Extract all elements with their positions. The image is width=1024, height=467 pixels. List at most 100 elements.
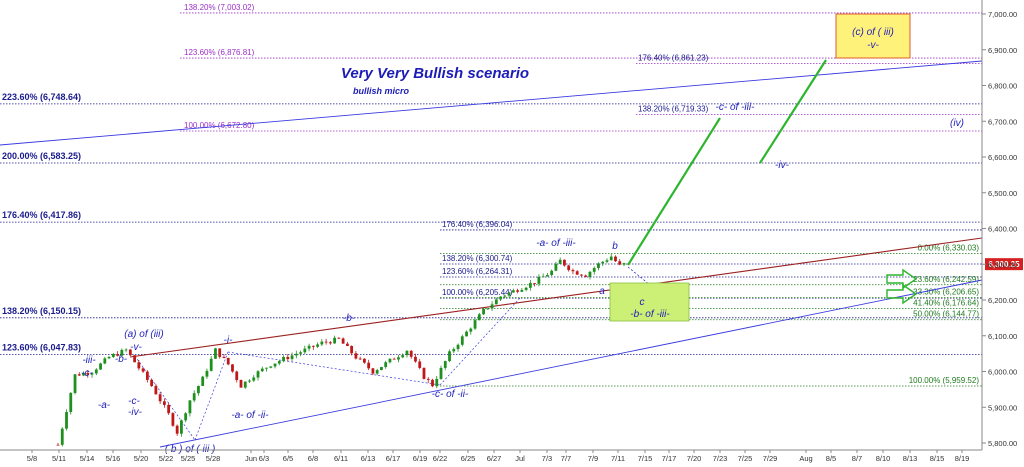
candle-body (499, 296, 502, 300)
candle-body (494, 299, 498, 305)
candle-body (456, 344, 460, 350)
fib-label-top: 138.20% (7,003.02) (184, 3, 255, 12)
candle-body (324, 341, 328, 343)
x-tick-label: 5/28 (206, 454, 221, 463)
candle-body (469, 328, 473, 332)
wave-label: (iv) (950, 118, 964, 129)
x-tick-label: 6/27 (487, 454, 502, 463)
upper-channel-line (0, 60, 983, 146)
x-tick-label: 7/25 (738, 454, 753, 463)
candle-body (558, 259, 562, 264)
chart-subtitle: bullish micro (353, 86, 410, 96)
fib-label-left: 176.40% (6,417.86) (2, 210, 81, 220)
candle-body (154, 386, 158, 395)
last-price-label: 6,300.25 (988, 260, 1020, 269)
fib-label-center: 138.20% (6,300.74) (442, 254, 513, 263)
fib-label-top: 100.00% (6,672.80) (184, 121, 255, 130)
candle-body (397, 357, 400, 360)
candle-body (94, 369, 98, 374)
y-tick-label: 6,800.00 (988, 82, 1017, 91)
x-tick-label: 6/5 (283, 454, 293, 463)
candle-body (82, 372, 85, 376)
candle-body (311, 345, 315, 347)
x-tick-label: 6/3 (259, 454, 269, 463)
x-tick-label: Jul (515, 454, 525, 463)
y-tick-label: 6,000.00 (988, 368, 1017, 377)
box-b-line2: -b- of -iii- (630, 309, 670, 320)
x-tick-label: 6/11 (334, 454, 348, 463)
y-tick-label: 6,900.00 (988, 46, 1017, 55)
fib-label-right: 50.00% (6,144.77) (913, 310, 979, 319)
x-tick-label: 5/11 (52, 454, 66, 463)
candle-body (422, 367, 426, 379)
fib-label-right: 100.00% (5,959.52) (909, 376, 980, 385)
x-tick-label: 6/19 (413, 454, 428, 463)
candle-body (545, 275, 549, 277)
chart-title: Very Very Bullish scenario (341, 65, 529, 82)
candle-body (503, 295, 507, 297)
last-price-bg (985, 258, 1023, 271)
last-price-tag: 6,300.25 (985, 258, 1023, 271)
fib-label-mid: 138.20% (6,719.33) (638, 104, 709, 113)
candle-body (137, 362, 141, 369)
box-c-line2: -v- (867, 40, 879, 51)
candle-body (175, 425, 179, 434)
candle-body (375, 370, 379, 374)
candle-body (56, 444, 60, 446)
candle-body (380, 366, 383, 371)
y-tick-label: 6,300.00 (988, 260, 1017, 269)
candle-body (103, 358, 107, 364)
candle-body (597, 263, 600, 269)
candle-body (618, 261, 622, 265)
box-c-bg (835, 13, 911, 59)
candle-body (371, 368, 375, 374)
candle-body (443, 361, 447, 368)
candle-body (592, 268, 596, 272)
candle-body (571, 270, 575, 272)
candle-body (145, 371, 149, 380)
candle-body (111, 354, 115, 357)
candle-body (341, 338, 345, 344)
candle-body (567, 265, 571, 271)
projection-leg-c (627, 117, 721, 266)
y-tick-label: 6,400.00 (988, 225, 1017, 234)
candle-body (239, 379, 243, 388)
candle-body (167, 404, 171, 414)
candle-body (533, 283, 537, 284)
candle-body (184, 413, 188, 421)
candle-body (222, 356, 226, 358)
candle-body (486, 308, 490, 310)
x-tick-label: 8/13 (903, 454, 918, 463)
candle-body (201, 376, 205, 386)
candle-body (107, 356, 111, 359)
x-tick-label: Aug (799, 454, 812, 463)
candle-body (435, 378, 439, 387)
candle-body (65, 412, 68, 429)
fib-label-center: 100.00% (6,205.44) (442, 288, 513, 297)
candle-body (69, 392, 73, 413)
candle-body (294, 353, 298, 356)
wave-label: a (599, 286, 605, 297)
x-tick-label: 6/13 (361, 454, 376, 463)
candle-body (120, 349, 124, 356)
resistance-trendline (129, 237, 983, 358)
candle-body (337, 337, 341, 339)
candle-body (477, 314, 481, 321)
candle-body (269, 366, 273, 368)
candle-body (333, 337, 337, 344)
candle-body (431, 379, 434, 387)
candle-body (218, 348, 222, 357)
x-tick-label: 6/22 (433, 454, 448, 463)
candle-body (588, 271, 592, 277)
wave-connector (627, 266, 651, 286)
candle-body (528, 283, 532, 288)
fib-label-center: 176.40% (6,396.04) (442, 220, 513, 229)
x-tick-label: 7/17 (662, 454, 677, 463)
wave-label: -c- (128, 396, 140, 407)
wave-label: -a- of -iii- (536, 238, 576, 249)
wave-label: -c- of -ii- (432, 389, 469, 400)
x-tick-label: 7/7 (561, 454, 571, 463)
candle-body (77, 374, 81, 376)
candle-body (197, 385, 200, 394)
